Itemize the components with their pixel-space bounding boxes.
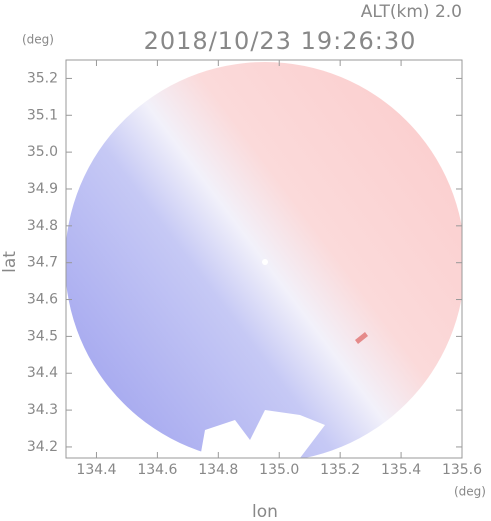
annotation: ALT(km) 2.0 (361, 2, 462, 22)
y-tick-label: 34.3 (27, 402, 58, 418)
plot-frame (65, 59, 463, 459)
y-tick-label: 35.1 (27, 107, 58, 123)
x-tick-label: 135.4 (381, 462, 421, 478)
y-tick-label: 34.7 (27, 255, 58, 271)
y-tick-label: 34.5 (27, 328, 58, 344)
y-tick-label: 35.2 (27, 70, 58, 86)
velocity-field (66, 62, 462, 458)
x-tick-label: 135.2 (320, 462, 360, 478)
x-tick-label: 134.6 (137, 462, 177, 478)
y-tick-label: 35.0 (27, 144, 58, 160)
x-unit: (deg) (454, 485, 486, 499)
y-axis-label: lat (0, 251, 20, 273)
y-tick-label: 34.4 (27, 365, 58, 381)
y-tick-label: 34.8 (27, 218, 58, 234)
y-tick-label: 34.2 (27, 439, 58, 455)
chart-title: 2018/10/23 19:26:30 (144, 27, 417, 55)
y-unit: (deg) (22, 33, 54, 47)
y-tick-label: 34.6 (27, 292, 58, 308)
x-tick-label: 135.6 (442, 462, 482, 478)
y-tick-label: 34.9 (27, 181, 58, 197)
x-tick-label: 134.8 (198, 462, 238, 478)
x-axis-label: lon (252, 502, 278, 521)
x-tick-label: 134.4 (76, 462, 116, 478)
x-tick-label: 135.0 (259, 462, 299, 478)
